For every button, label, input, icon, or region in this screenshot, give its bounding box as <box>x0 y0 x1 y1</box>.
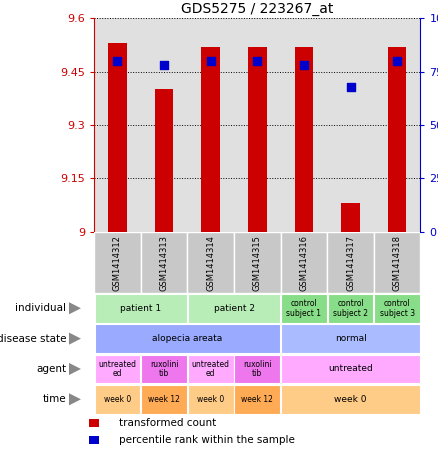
Bar <box>234 232 281 293</box>
Bar <box>248 47 267 232</box>
Bar <box>388 47 406 232</box>
Polygon shape <box>69 393 81 405</box>
Bar <box>281 355 420 383</box>
Bar <box>89 436 99 444</box>
Bar <box>328 294 374 323</box>
Bar <box>95 324 280 353</box>
Point <box>394 57 401 64</box>
Text: alopecia areata: alopecia areata <box>152 334 223 343</box>
Text: week 0: week 0 <box>104 395 131 404</box>
Point <box>300 62 307 69</box>
Bar <box>95 355 140 383</box>
Bar <box>341 203 360 232</box>
Bar <box>295 47 313 232</box>
Bar <box>281 324 420 353</box>
Text: patient 1: patient 1 <box>120 304 161 313</box>
Bar <box>281 232 327 293</box>
Bar <box>155 89 173 232</box>
Text: percentile rank within the sample: percentile rank within the sample <box>119 435 295 445</box>
Text: ruxolini
tib: ruxolini tib <box>243 360 272 378</box>
Bar <box>374 294 420 323</box>
Bar <box>374 232 420 293</box>
Text: week 0: week 0 <box>334 395 367 404</box>
Point <box>161 62 168 69</box>
Text: control
subject 1: control subject 1 <box>286 299 321 318</box>
Title: GDS5275 / 223267_at: GDS5275 / 223267_at <box>181 2 333 16</box>
Bar <box>188 385 233 414</box>
Text: GSM1414315: GSM1414315 <box>253 235 262 291</box>
Bar <box>94 232 141 293</box>
Text: untreated: untreated <box>328 365 373 373</box>
Bar <box>95 385 140 414</box>
Text: normal: normal <box>335 334 367 343</box>
Polygon shape <box>69 302 81 314</box>
Text: GSM1414312: GSM1414312 <box>113 235 122 291</box>
Text: untreated
ed: untreated ed <box>99 360 137 378</box>
Text: time: time <box>42 394 66 405</box>
Text: control
subject 3: control subject 3 <box>380 299 415 318</box>
Bar <box>281 385 420 414</box>
Polygon shape <box>69 363 81 375</box>
Bar <box>141 355 187 383</box>
Bar <box>188 294 280 323</box>
Text: GSM1414318: GSM1414318 <box>393 235 402 291</box>
Point <box>114 57 121 64</box>
Text: control
subject 2: control subject 2 <box>333 299 368 318</box>
Text: week 0: week 0 <box>197 395 224 404</box>
Point <box>347 83 354 90</box>
Bar <box>108 43 127 232</box>
Text: week 12: week 12 <box>148 395 180 404</box>
Text: untreated
ed: untreated ed <box>192 360 230 378</box>
Bar <box>188 355 233 383</box>
Point <box>254 57 261 64</box>
Bar <box>187 232 234 293</box>
Text: transformed count: transformed count <box>119 418 216 428</box>
Bar <box>141 232 187 293</box>
Text: GSM1414313: GSM1414313 <box>159 235 169 291</box>
Bar <box>234 355 280 383</box>
Polygon shape <box>69 333 81 345</box>
Text: individual: individual <box>15 303 66 313</box>
Text: week 12: week 12 <box>241 395 273 404</box>
Point <box>207 57 214 64</box>
Text: GSM1414317: GSM1414317 <box>346 235 355 291</box>
Bar <box>141 385 187 414</box>
Bar <box>327 232 374 293</box>
Bar <box>201 47 220 232</box>
Bar <box>89 419 99 428</box>
Text: GSM1414316: GSM1414316 <box>300 235 308 291</box>
Text: ruxolini
tib: ruxolini tib <box>150 360 178 378</box>
Text: disease state: disease state <box>0 333 66 344</box>
Bar <box>234 385 280 414</box>
Text: agent: agent <box>36 364 66 374</box>
Text: patient 2: patient 2 <box>213 304 254 313</box>
Text: GSM1414314: GSM1414314 <box>206 235 215 291</box>
Bar <box>281 294 327 323</box>
Bar <box>95 294 187 323</box>
